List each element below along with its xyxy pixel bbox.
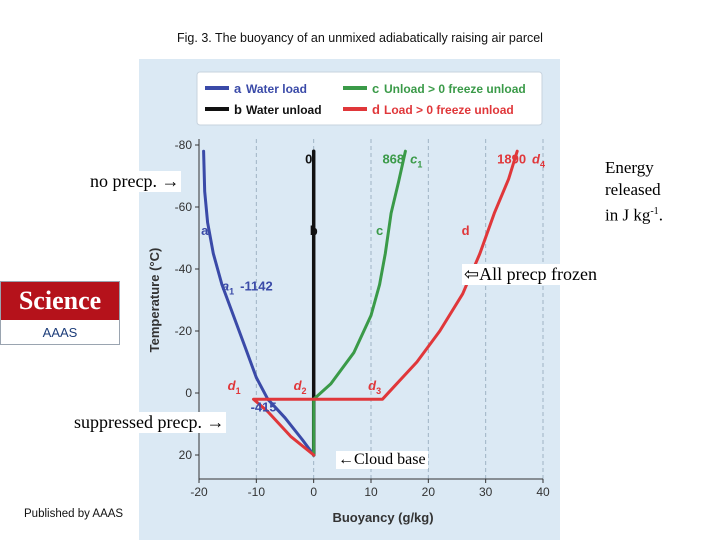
energy-line-2: released: [605, 180, 661, 199]
chart-axes: -80 -60 -40 -20 0 20 -20 -10 0 10 20 30 40 Buoyancy (…: [147, 138, 550, 525]
x-tick-label: -20: [190, 485, 208, 499]
y-tick-label: -40: [175, 262, 193, 276]
curve-label-b: b: [310, 223, 318, 238]
curve-label-c: c: [376, 223, 383, 238]
legend-label-a: Water load: [246, 82, 307, 96]
x-tick-label: -10: [248, 485, 266, 499]
science-logo: Science AAAS: [0, 281, 120, 345]
legend-key-d: d: [372, 102, 380, 117]
y-tick-label: 20: [179, 448, 193, 462]
series-line-d: [252, 149, 519, 457]
x-tick-label: 30: [479, 485, 493, 499]
x-tick-label: 40: [536, 485, 550, 499]
energy-annotation: Energy released in J kg-1.: [603, 157, 665, 227]
x-tick-label: 20: [422, 485, 436, 499]
chart-legend: a Water load b Water unload c Unload > 0 free…: [196, 71, 543, 126]
y-tick-label: -20: [175, 324, 193, 338]
y-tick-label: 0: [185, 386, 192, 400]
series-line-c: [312, 149, 407, 457]
cloud-base-annotation: ←Cloud base: [336, 451, 428, 469]
point-label: d1: [228, 378, 241, 396]
science-logo-word: Science: [1, 282, 119, 320]
chart-grid: [255, 139, 544, 479]
figure-title: Fig. 3. The buoyancy of an unmixed adiab…: [177, 31, 543, 45]
legend-label-b: Water unload: [246, 103, 322, 117]
energy-unit: in J kg: [605, 205, 651, 225]
series-line-a: [202, 149, 316, 457]
no-precip-annotation: no precp. →: [88, 171, 182, 192]
point-label: 1890 d4: [497, 152, 545, 170]
legend-key-c: c: [372, 81, 379, 96]
curve-label-a: a: [201, 223, 209, 238]
legend-key-a: a: [234, 81, 242, 96]
energy-line-3: in J kg-1.: [605, 201, 663, 227]
point-label: a1 -1142: [222, 279, 273, 297]
point-label: d2: [294, 378, 307, 396]
legend-box: [196, 71, 543, 126]
chart-annotations: a b c d a1 -1142 -415 d1 d2 d3 0 868 c1 1890 d4: [201, 152, 545, 415]
y-tick-label: -80: [175, 138, 193, 152]
aaas-logo-text: AAAS: [42, 325, 78, 340]
x-tick-label: 0: [310, 485, 317, 499]
y-tick-label: -60: [175, 200, 193, 214]
point-label: 868 c1: [382, 152, 422, 170]
legend-key-b: b: [234, 102, 242, 117]
buoyancy-chart: a Water load b Water unload c Unload > 0 free…: [147, 71, 550, 525]
energy-line-1: Energy: [605, 158, 654, 177]
energy-unit-end: .: [658, 205, 663, 225]
point-label: -415: [251, 400, 277, 415]
all-frozen-annotation: ⇦All precp frozen: [462, 264, 600, 285]
curve-label-d: d: [462, 223, 470, 238]
legend-label-c: Unload > 0 freeze unload: [384, 82, 526, 96]
chart-series: [202, 149, 519, 457]
publisher-credit: Published by AAAS: [24, 508, 124, 520]
legend-label-d: Load > 0 freeze unload: [384, 103, 514, 117]
point-label: 0: [305, 152, 312, 167]
x-tick-label: 10: [364, 485, 378, 499]
energy-unit-exponent: -1: [650, 206, 659, 217]
suppressed-precip-annotation: suppressed precp. →: [72, 412, 227, 433]
point-label: d3: [368, 378, 381, 396]
x-axis-title: Buoyancy (g/kg): [332, 510, 433, 525]
y-axis-title: Temperature (°C): [147, 248, 162, 353]
